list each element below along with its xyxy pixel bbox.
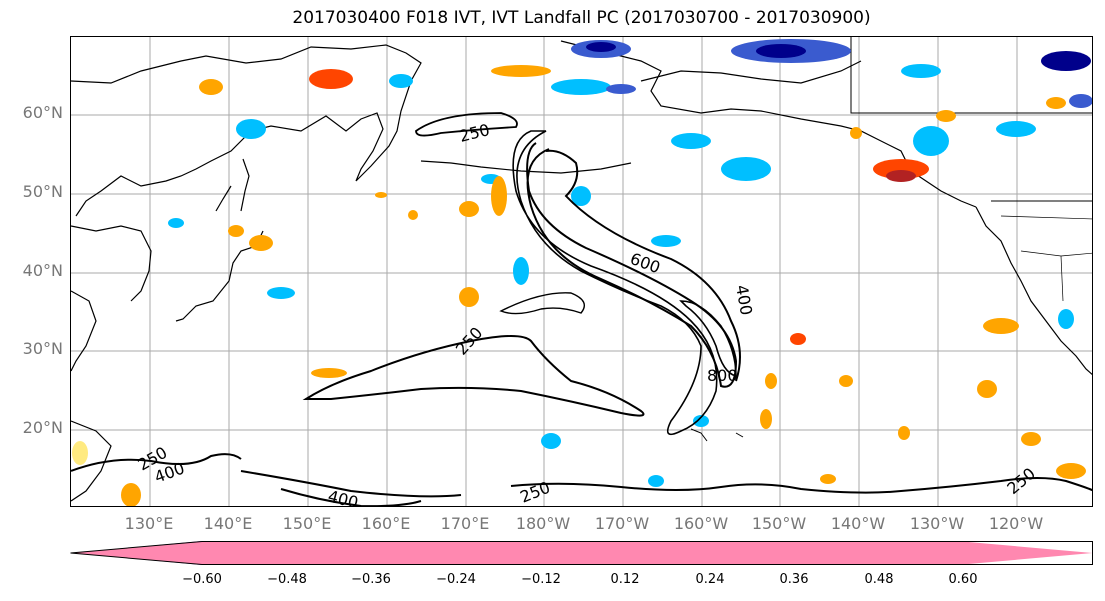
colorbar-tick: −0.60 [182, 572, 222, 587]
map-panel: 250 600 400 250 800 250 250 400 250 400 [70, 36, 1093, 507]
contour-label-250-south: 250 [517, 478, 552, 507]
colorbar-tick: −0.36 [351, 572, 391, 587]
lon-label-170e: 170°E [440, 514, 490, 533]
contour-label-400-east: 400 [732, 283, 756, 316]
lat-label-60n: 60°N [22, 103, 63, 122]
colorbar-tick: 0.24 [695, 572, 725, 587]
lon-label-160e: 160°E [361, 514, 411, 533]
contour-label-250-mid: 250 [452, 323, 487, 358]
lon-label-160w: 160°W [673, 514, 729, 533]
lon-label-130e: 130°E [124, 514, 174, 533]
contour-label-800: 800 [707, 366, 738, 385]
lon-label-140w: 140°W [830, 514, 886, 533]
colorbar-segment [70, 541, 1093, 565]
contour-label-250-north: 250 [457, 120, 491, 146]
coastlines [71, 37, 1092, 502]
colorbar-tick: −0.24 [436, 572, 476, 587]
lon-label-180w: 180°W [515, 514, 571, 533]
lat-label-30n: 30°N [22, 339, 63, 358]
lon-label-120w: 120°W [988, 514, 1044, 533]
colorbar [70, 541, 1093, 565]
ivt-contours [71, 112, 1092, 506]
lat-label-50n: 50°N [22, 182, 63, 201]
colorbar-tick: 0.60 [948, 572, 978, 587]
pc-shading [72, 39, 1092, 506]
lat-label-20n: 20°N [22, 418, 63, 437]
map-title: 2017030400 F018 IVT, IVT Landfall PC (20… [292, 8, 871, 28]
lon-label-150w: 150°W [751, 514, 807, 533]
colorbar-tick: 0.48 [864, 572, 894, 587]
lon-label-140e: 140°E [203, 514, 253, 533]
colorbar-tick: −0.12 [521, 572, 561, 587]
colorbar-tick: 0.12 [610, 572, 640, 587]
lon-label-130w: 130°W [909, 514, 965, 533]
lat-label-40n: 40°N [22, 261, 63, 280]
lon-label-170w: 170°W [594, 514, 650, 533]
lon-label-150e: 150°E [282, 514, 332, 533]
contour-label-250-southeast: 250 [1003, 464, 1039, 498]
contour-label-400-southwest: 400 [326, 486, 360, 507]
map-canvas: 250 600 400 250 800 250 250 400 250 400 [71, 37, 1092, 507]
colorbar-tick: −0.48 [267, 572, 307, 587]
colorbar-tick: 0.36 [779, 572, 809, 587]
